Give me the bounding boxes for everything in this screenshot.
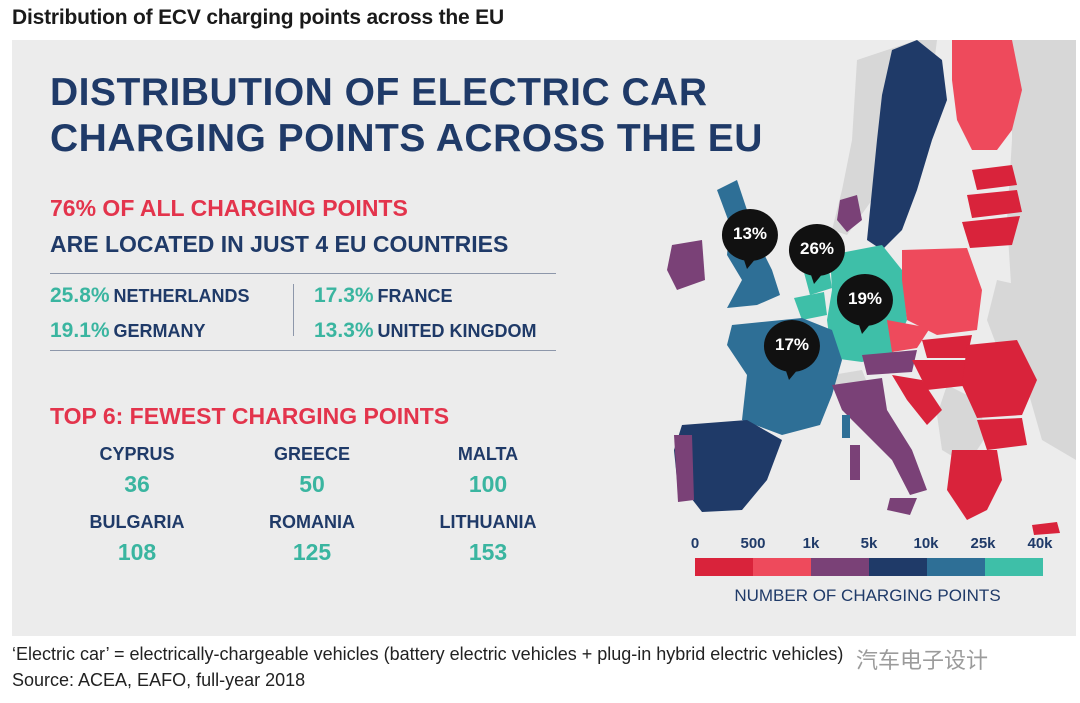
fewest-item: MALTA 100 [403, 444, 573, 498]
map-bulgaria [977, 418, 1027, 450]
map-ukraine [987, 280, 1076, 400]
stat-country: GERMANY [113, 321, 206, 341]
fewest-item: GREECE 50 [227, 444, 397, 498]
legend-tick: 1k [802, 535, 820, 552]
map-czechia [887, 320, 930, 352]
fewest-country: GREECE [273, 444, 351, 464]
map-lithuania [962, 216, 1020, 248]
stat-pct: 17.3% [314, 284, 374, 307]
headline-line-2: CHARGING POINTS ACROSS THE EU [50, 117, 763, 160]
divider-top [50, 273, 556, 274]
map-hungary [912, 360, 972, 390]
divider-vertical [293, 284, 294, 336]
source-note: Source: ACEA, EAFO, full-year 2018 [12, 670, 306, 690]
fewest-value: 153 [468, 539, 508, 565]
legend-swatch-3 [869, 558, 927, 576]
legend-tick: 500 [740, 535, 766, 552]
map-sardinia [850, 445, 860, 480]
stat-pct: 13.3% [314, 319, 374, 342]
map-latvia [967, 190, 1022, 218]
stat-country: FRANCE [377, 286, 453, 306]
map-sweden [867, 40, 947, 250]
map-greece [947, 450, 1002, 520]
fewest-country: LITHUANIA [439, 512, 537, 532]
map-slovenia-croatia [892, 375, 942, 425]
legend-color-bar [695, 558, 1043, 576]
stat-country: NETHERLANDS [113, 286, 250, 306]
fewest-value: 108 [117, 539, 157, 565]
divider-bottom [50, 350, 556, 351]
stat-pct: 25.8% [50, 284, 110, 307]
bubble-label: 19% [848, 289, 882, 308]
map-corsica [842, 415, 850, 438]
stat-pct: 19.1% [50, 319, 110, 342]
fewest-country: CYPRUS [99, 444, 175, 464]
highlight-line-1: 76% OF ALL CHARGING POINTS [50, 195, 408, 221]
map-bubble-france: 17% [763, 320, 820, 380]
highlight-line-2: ARE LOCATED IN JUST 4 EU COUNTRIES [50, 231, 509, 257]
map-romania [962, 340, 1037, 418]
legend-tick: 25k [970, 535, 996, 552]
stat-country: UNITED KINGDOM [377, 321, 537, 341]
legend-tick: 5k [860, 535, 878, 552]
map-bubble-uk: 13% [721, 209, 778, 269]
map-sicily [887, 498, 917, 515]
map-belgium [794, 292, 827, 320]
stat-netherlands: 25.8% NETHERLANDS [50, 284, 250, 308]
stat-united-kingdom: 13.3% UNITED KINGDOM [314, 319, 537, 343]
map-bubble-netherlands: 26% [788, 224, 845, 284]
europe-map [667, 40, 1076, 535]
legend-swatch-4 [927, 558, 985, 576]
stat-france: 17.3% FRANCE [314, 284, 453, 308]
fewest-country: ROMANIA [269, 512, 355, 532]
legend-tick: 10k [913, 535, 939, 552]
map-spain [674, 420, 782, 512]
map-denmark [837, 195, 862, 232]
bubble-label: 26% [800, 239, 834, 258]
bubble-label: 13% [733, 224, 767, 243]
map-finland [952, 40, 1022, 150]
stat-germany: 19.1% GERMANY [50, 319, 206, 343]
fewest-value: 50 [299, 471, 325, 497]
map-bubble-germany: 19% [836, 274, 893, 334]
map-poland [902, 248, 982, 335]
fewest-item: ROMANIA 125 [227, 512, 397, 566]
legend-ticks: 0 500 1k 5k 10k 25k 40k [12, 535, 1076, 555]
watermark: 汽车电子设计 [856, 648, 989, 673]
legend-swatch-5 [985, 558, 1043, 576]
map-cyprus [1032, 522, 1060, 535]
fewest-country: MALTA [457, 444, 519, 464]
legend-title: NUMBER OF CHARGING POINTS [734, 586, 1001, 605]
legend-tick: 40k [1027, 535, 1053, 552]
fewest-item: LITHUANIA 153 [403, 512, 573, 566]
map-slovakia [922, 335, 972, 358]
headline-line-1: DISTRIBUTION OF ELECTRIC CAR [50, 71, 708, 114]
legend-swatch-0 [695, 558, 753, 576]
fewest-item: BULGARIA 108 [52, 512, 222, 566]
map-portugal [674, 435, 694, 502]
map-italy [832, 378, 927, 495]
legend-swatch-2 [811, 558, 869, 576]
map-estonia [972, 165, 1017, 190]
fewest-title: TOP 6: FEWEST CHARGING POINTS [50, 403, 450, 429]
map-austria [862, 350, 917, 375]
bubble-label: 17% [775, 335, 809, 354]
fewest-value: 36 [124, 471, 150, 497]
fewest-value: 125 [292, 539, 332, 565]
fewest-value: 100 [468, 471, 508, 497]
fewest-country: BULGARIA [89, 512, 185, 532]
footnote: ‘Electric car’ = electrically-chargeable… [12, 644, 844, 664]
legend-swatch-1 [753, 558, 811, 576]
infographic-panel: DISTRIBUTION OF ELECTRIC CAR CHARGING PO… [12, 40, 1076, 636]
legend-tick: 0 [690, 535, 700, 552]
headline: DISTRIBUTION OF ELECTRIC CAR CHARGING PO… [50, 70, 763, 162]
page-title: Distribution of ECV charging points acro… [12, 6, 504, 29]
map-ireland [667, 240, 705, 290]
fewest-item: CYPRUS 36 [52, 444, 222, 498]
